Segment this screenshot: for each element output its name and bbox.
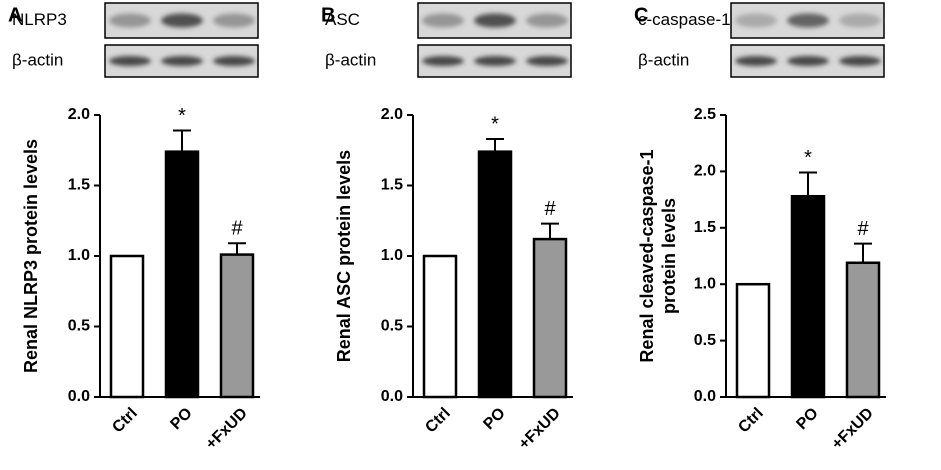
- x-tick-label: Ctrl: [735, 405, 767, 437]
- blot-band: [787, 13, 829, 28]
- y-tick-label: 0.5: [68, 318, 90, 335]
- significance-mark: #: [857, 218, 869, 240]
- blot-band: [526, 13, 568, 28]
- blot-band: [735, 13, 777, 28]
- y-tick-label: 1.0: [68, 247, 90, 264]
- blot-band: [474, 56, 516, 66]
- blot-label: c-caspase-1: [638, 10, 731, 29]
- bar: [422, 254, 458, 399]
- panel: Cc-caspase-1 β-actin 0.0 0.5 1.0 1.5 2.0 2.5 Ren…: [634, 2, 886, 453]
- blot-label: β-actin: [325, 50, 376, 69]
- panel-letter: C: [634, 4, 648, 26]
- bar: [845, 261, 881, 399]
- y-tick-label: 0.0: [68, 388, 90, 405]
- x-tick-label: PO: [793, 405, 821, 433]
- x-tick-label: +FxUD: [203, 405, 251, 453]
- y-tick-label: 2.0: [381, 106, 403, 123]
- y-tick-label: 1.5: [694, 219, 716, 236]
- x-tick-label: +FxUD: [829, 405, 877, 453]
- blot-band: [161, 56, 203, 66]
- y-tick-label: 1.0: [381, 247, 403, 264]
- y-axis-label-line: protein levels: [659, 198, 679, 314]
- y-axis-label-line: Renal NLRP3 protein levels: [21, 139, 41, 373]
- panel-letter: B: [321, 4, 335, 26]
- blot-band: [213, 13, 255, 28]
- blot-band: [839, 13, 881, 28]
- y-tick-label: 1.5: [68, 177, 90, 194]
- y-axis-label-line: Renal cleaved-caspase-1: [637, 149, 657, 362]
- y-tick-label: 2.0: [694, 163, 716, 180]
- bar: [477, 150, 513, 399]
- bar: [109, 254, 145, 399]
- blot-label: NLRP3: [12, 10, 67, 29]
- blot-band: [109, 13, 151, 28]
- blot-band: [213, 56, 255, 66]
- x-tick-label: Ctrl: [109, 405, 141, 437]
- blot-label: β-actin: [638, 50, 689, 69]
- y-tick-label: 0.5: [381, 318, 403, 335]
- y-tick-label: 0.5: [694, 332, 716, 349]
- y-axis-label: Renal cleaved-caspase-1 protein levels: [637, 149, 679, 362]
- bar: [164, 150, 200, 399]
- significance-mark: *: [178, 105, 186, 127]
- y-tick-label: 2.0: [68, 106, 90, 123]
- bar: [790, 194, 826, 399]
- blot-band: [735, 56, 777, 66]
- blot-band: [526, 56, 568, 66]
- x-tick-label: Ctrl: [422, 405, 454, 437]
- blot-label: β-actin: [12, 50, 63, 69]
- blot-band: [422, 56, 464, 66]
- x-tick-label: PO: [167, 405, 195, 433]
- blot-band: [109, 56, 151, 66]
- blot-label: ASC: [325, 10, 360, 29]
- blot-band: [161, 13, 203, 28]
- significance-mark: *: [491, 113, 499, 135]
- significance-mark: #: [231, 218, 243, 240]
- bar: [219, 253, 255, 399]
- y-axis-label: Renal NLRP3 protein levels: [21, 139, 41, 373]
- bar: [532, 237, 568, 399]
- y-tick-label: 1.5: [381, 177, 403, 194]
- x-tick-label: PO: [480, 405, 508, 433]
- blot-band: [787, 56, 829, 66]
- y-tick-label: 0.0: [694, 388, 716, 405]
- x-tick-label: +FxUD: [516, 405, 564, 453]
- y-axis-label-line: Renal ASC protein levels: [334, 150, 354, 362]
- bar: [735, 282, 771, 399]
- blot-band: [422, 13, 464, 28]
- y-tick-label: 2.5: [694, 106, 716, 123]
- panel-letter: A: [8, 4, 22, 26]
- significance-mark: #: [544, 198, 556, 220]
- y-axis-label: Renal ASC protein levels: [334, 150, 354, 362]
- y-tick-label: 0.0: [381, 388, 403, 405]
- y-tick-label: 1.0: [694, 275, 716, 292]
- significance-mark: *: [804, 147, 812, 169]
- blot-band: [839, 56, 881, 66]
- blot-band: [474, 13, 516, 28]
